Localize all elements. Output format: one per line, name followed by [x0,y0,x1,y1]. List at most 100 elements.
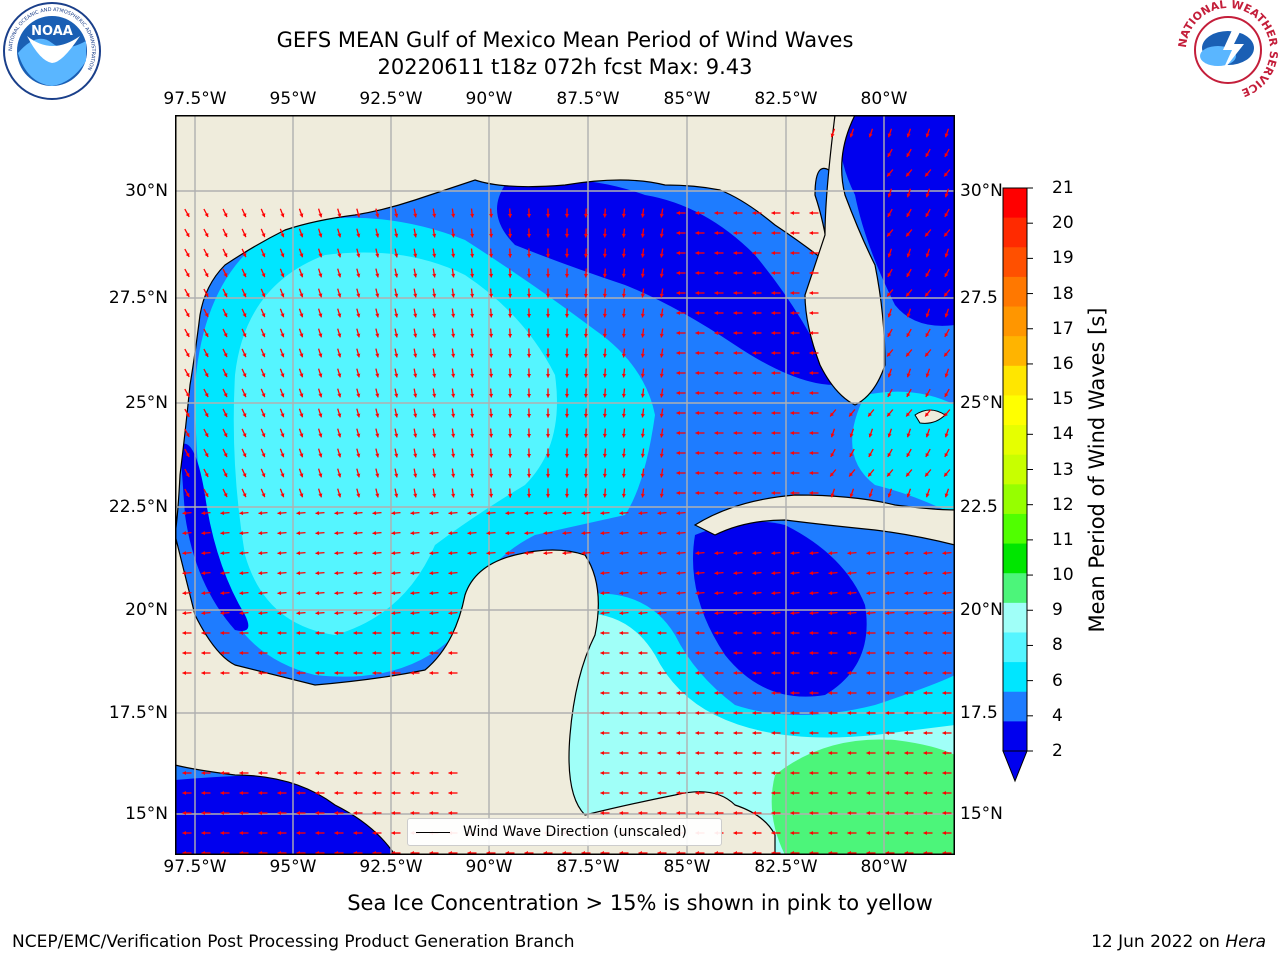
colorbar-segment [1003,336,1027,367]
wave-direction-arrowhead [619,591,624,596]
wave-direction-arrowhead [261,293,266,298]
wave-direction-arrowhead [239,790,243,796]
wave-direction-arrowhead [391,650,395,656]
wave-direction-arrowhead [906,193,911,198]
wave-direction-arrowhead [526,374,532,378]
wave-direction-arrowhead [714,290,718,296]
wave-direction-arrowhead [337,293,342,298]
wave-direction-arrowhead [280,313,285,318]
wave-direction-arrowhead [942,611,947,616]
wave-direction-arrowhead [429,810,433,816]
wave-direction-arrowhead [375,433,380,438]
wave-direction-arrowhead [296,670,300,676]
wave-direction-arrowhead [621,433,626,438]
wave-direction-arrowhead [223,473,228,478]
wave-direction-arrowhead [906,332,911,337]
wave-direction-arrowhead [583,453,589,458]
wave-direction-arrowhead [375,293,380,298]
wave-direction-arrowhead [564,214,570,218]
wave-direction-arrowhead [830,433,835,438]
wave-direction-arrowhead [258,571,263,576]
wave-direction-arrowhead [695,370,699,376]
wave-direction-arrowhead [470,253,475,258]
wave-direction-arrowhead [695,551,700,556]
wave-direction-arrowhead [638,690,642,696]
wave-direction-arrowhead [602,493,607,498]
wave-direction-arrowhead [887,352,891,357]
wave-direction-arrowhead [695,410,699,416]
wave-direction-arrowhead [204,232,209,237]
wave-direction-arrowhead [337,213,342,218]
wave-direction-arrowhead [640,433,645,438]
wave-direction-arrowhead [771,470,775,476]
wave-direction-arrowhead [771,630,775,636]
wave-direction-arrowhead [638,531,643,536]
lat-tick: 17.5°N [108,703,168,723]
wave-direction-arrowhead [413,293,418,298]
wave-direction-arrowhead [258,790,262,796]
wave-direction-arrowhead [280,493,285,498]
wave-direction-arrowhead [885,770,889,776]
wave-direction-arrowhead [432,473,437,478]
wave-direction-arrowhead [733,551,738,556]
wave-direction-arrowhead [830,452,835,457]
wave-direction-arrowhead [182,611,187,616]
wave-direction-arrowhead [638,551,643,556]
wave-direction-arrowhead [299,293,304,298]
wave-direction-arrowhead [809,470,813,476]
wave-direction-arrowhead [242,393,247,398]
wave-direction-arrowhead [448,591,453,596]
wave-direction-arrowhead [372,531,377,536]
wave-direction-arrowhead [470,293,475,298]
wave-direction-arrowhead [906,212,911,217]
wave-direction-arrowhead [830,133,835,138]
wave-direction-arrowhead [315,790,319,796]
wave-direction-arrowhead [790,571,795,576]
wave-direction-arrowhead [676,370,680,376]
wave-direction-arrowhead [887,332,892,337]
wave-direction-arrowhead [733,290,737,296]
wave-direction-arrowhead [868,493,873,498]
wave-direction-arrowhead [410,531,415,536]
wave-direction-arrowhead [887,472,891,477]
wave-direction-arrowhead [204,492,209,497]
wave-direction-arrowhead [906,133,911,138]
wave-direction-arrowhead [564,314,570,318]
wave-direction-arrowhead [564,234,570,238]
wave-direction-arrowhead [790,430,794,436]
wave-direction-arrowhead [676,571,681,576]
wave-direction-arrowhead [714,250,718,256]
wave-direction-arrowhead [204,272,209,277]
wave-direction-arrowhead [375,213,380,218]
wave-direction-arrowhead [638,770,642,776]
lat-tick: 22.5°N [108,497,168,517]
wave-direction-arrowhead [944,493,949,498]
wave-direction-arrowhead [600,511,605,516]
wave-direction-arrowhead [828,670,832,676]
wave-direction-arrowhead [318,393,323,398]
wave-direction-arrowhead [942,730,946,736]
wave-direction-arrowhead [640,313,645,318]
wave-direction-arrowhead [885,650,889,656]
wave-direction-arrowhead [526,414,532,418]
wave-direction-arrowhead [621,493,626,498]
wave-direction-arrowhead [372,790,376,796]
wave-direction-arrowhead [583,253,589,258]
wave-direction-arrowhead [771,551,776,556]
wave-direction-arrowhead [223,493,228,498]
wave-direction-arrowhead [925,253,930,258]
wave-direction-arrowhead [621,353,626,358]
wave-direction-arrowhead [638,591,643,596]
wave-direction-arrowhead [375,413,380,418]
wave-direction-arrowhead [185,432,190,437]
colorbar-segment [1003,247,1027,278]
wave-direction-arrowhead [182,511,187,516]
wave-direction-arrowhead [318,453,323,458]
wave-direction-arrowhead [242,413,247,418]
wave-direction-arrowhead [299,313,304,318]
wave-direction-arrowhead [942,790,946,796]
wave-direction-arrowhead [866,571,871,576]
wave-direction-arrowhead [220,770,224,776]
wave-direction-arrowhead [925,152,930,157]
wave-direction-arrowhead [489,373,494,378]
